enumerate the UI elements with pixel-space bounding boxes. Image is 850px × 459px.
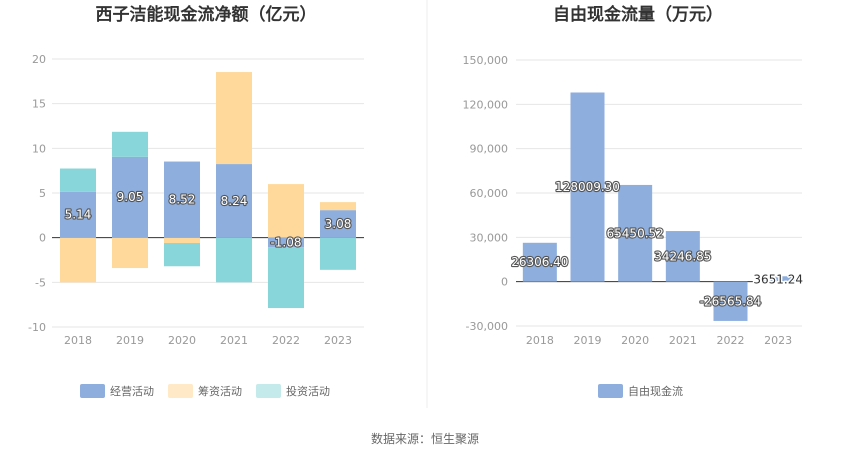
- fcf-y-tick: 120,000: [463, 98, 509, 111]
- fcf-chart: 自由现金流量（万元） 150,000 120,000 90,000 60,000 30,…: [463, 4, 804, 398]
- fcf-y-tick: 90,000: [470, 143, 509, 156]
- cashflow-legend: 经营活动 筹资活动 投资活动: [80, 384, 330, 398]
- bar-financing-2023[interactable]: [320, 202, 356, 211]
- bar-financing-2021[interactable]: [216, 72, 252, 165]
- label-operating-2020: 8.52: [169, 193, 196, 207]
- cashflow-chart: 西子洁能现金流净额（亿元） 20 15 10 5 0 -5 -10 5.14 9.05 8.52…: [28, 4, 364, 398]
- label-operating-2023: 3.08: [325, 217, 352, 231]
- legend-item-fcf[interactable]: 自由现金流: [598, 384, 683, 398]
- fcf-y-tick: 60,000: [470, 187, 509, 200]
- fcf-grid: 150,000 120,000 90,000 60,000 30,000 0 -30,000: [463, 54, 802, 333]
- cashflow-y-tick: 0: [39, 232, 46, 245]
- cashflow-x-tick: 2022: [272, 334, 300, 347]
- fcf-x-ticks: 2018 2019 2020 2021 2022 2023: [526, 334, 792, 347]
- cashflow-y-tick: 15: [32, 98, 46, 111]
- bar-operating-2020[interactable]: [164, 161, 200, 238]
- cashflow-y-tick: 10: [32, 142, 46, 155]
- fcf-y-tick: 0: [501, 276, 508, 289]
- cashflow-x-tick: 2020: [168, 334, 196, 347]
- bar-operating-2021[interactable]: [216, 164, 252, 238]
- fcf-x-tick: 2018: [526, 334, 554, 347]
- fcf-x-tick: 2023: [764, 334, 792, 347]
- cashflow-x-tick: 2023: [324, 334, 352, 347]
- label-operating-2021: 8.24: [221, 194, 248, 208]
- fcf-chart-title: 自由现金流量（万元）: [553, 4, 723, 25]
- label-fcf-2021: 34246.85: [654, 249, 711, 263]
- label-fcf-2019: 128009.30: [555, 180, 620, 194]
- bar-investing-2021[interactable]: [216, 237, 252, 283]
- bar-operating-2018[interactable]: [60, 191, 96, 238]
- cashflow-x-tick: 2018: [64, 334, 92, 347]
- fcf-y-tick: 150,000: [463, 54, 509, 67]
- bar-fcf-2018[interactable]: [522, 242, 557, 282]
- legend-label-investing: 投资活动: [286, 384, 330, 398]
- legend-label-fcf: 自由现金流: [628, 384, 683, 398]
- bar-financing-2018[interactable]: [60, 237, 96, 283]
- cashflow-x-tick: 2019: [116, 334, 144, 347]
- label-fcf-2020: 65450.52: [607, 226, 664, 240]
- bar-investing-2022[interactable]: [268, 247, 304, 309]
- bar-investing-2020[interactable]: [164, 243, 200, 267]
- bar-fcf-2022[interactable]: [713, 281, 748, 321]
- cashflow-bars: [60, 72, 356, 309]
- label-fcf-2022: -26565.84: [700, 294, 762, 308]
- cashflow-y-tick: -10: [28, 321, 46, 334]
- label-operating-2019: 9.05: [117, 190, 144, 204]
- label-operating-2018: 5.14: [65, 208, 92, 222]
- fcf-x-tick: 2022: [717, 334, 745, 347]
- bar-investing-2023[interactable]: [320, 237, 356, 270]
- bar-financing-2022[interactable]: [268, 184, 304, 238]
- cashflow-y-tick: 20: [32, 53, 46, 66]
- bar-operating-2023[interactable]: [320, 210, 356, 238]
- legend-swatch-financing: [168, 384, 193, 398]
- bar-financing-2019[interactable]: [112, 237, 148, 269]
- fcf-data-labels: 26306.40 128009.30 65450.52 34246.85 -26565.…: [510, 179, 804, 309]
- bar-fcf-2021[interactable]: [665, 231, 700, 282]
- fcf-x-tick: 2019: [574, 334, 602, 347]
- bar-investing-2018[interactable]: [60, 168, 96, 192]
- fcf-y-tick: 30,000: [470, 231, 509, 244]
- fcf-legend: 自由现金流: [598, 384, 683, 398]
- label-operating-2022: -1.08: [270, 235, 301, 249]
- cashflow-grid: 20 15 10 5 0 -5 -10: [28, 53, 364, 334]
- fcf-x-tick: 2020: [621, 334, 649, 347]
- legend-swatch-fcf: [598, 384, 623, 398]
- legend-label-financing: 筹资活动: [198, 384, 242, 398]
- fcf-x-tick: 2021: [669, 334, 697, 347]
- bar-operating-2019[interactable]: [112, 156, 148, 238]
- bar-fcf-2019[interactable]: [570, 92, 605, 282]
- legend-item-investing[interactable]: 投资活动: [256, 384, 330, 398]
- cashflow-y-tick: -5: [35, 276, 46, 289]
- label-fcf-2023: 3651.24: [753, 273, 803, 287]
- bar-fcf-2020[interactable]: [618, 184, 653, 282]
- legend-label-operating: 经营活动: [110, 384, 154, 398]
- label-fcf-2018: 26306.40: [511, 255, 568, 269]
- legend-item-financing[interactable]: 筹资活动: [168, 384, 242, 398]
- legend-swatch-operating: [80, 384, 105, 398]
- bar-investing-2019[interactable]: [112, 131, 148, 157]
- fcf-y-tick: -30,000: [466, 320, 508, 333]
- cashflow-data-labels: 5.14 9.05 8.52 8.24 -1.08 3.08: [64, 189, 353, 250]
- fcf-bars: [522, 92, 796, 321]
- bar-operating-2022[interactable]: [268, 237, 304, 248]
- cashflow-x-tick: 2021: [220, 334, 248, 347]
- source-note: 数据来源：恒生聚源: [371, 431, 479, 446]
- cashflow-chart-title: 西子洁能现金流净额（亿元）: [96, 4, 317, 25]
- legend-swatch-investing: [256, 384, 281, 398]
- bar-fcf-2023[interactable]: [761, 276, 796, 282]
- legend-item-operating[interactable]: 经营活动: [80, 384, 154, 398]
- cashflow-y-tick: 5: [39, 187, 46, 200]
- bar-financing-2020[interactable]: [164, 237, 200, 244]
- cashflow-x-ticks: 2018 2019 2020 2021 2022 2023: [64, 334, 352, 347]
